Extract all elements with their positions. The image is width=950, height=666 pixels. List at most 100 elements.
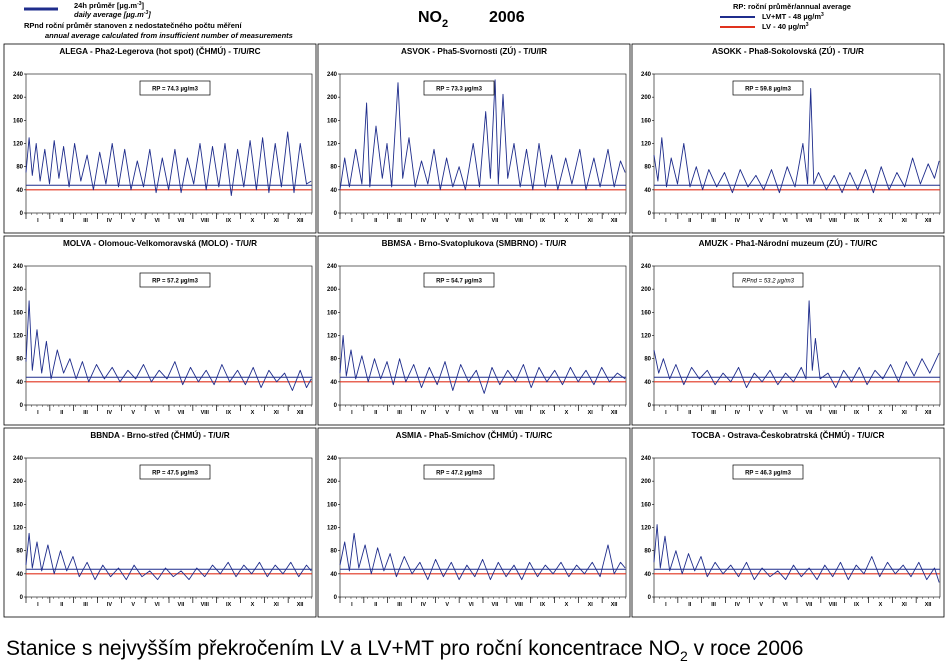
x-tick-label: III <box>83 410 88 416</box>
y-tick-label: 120 <box>641 142 652 148</box>
x-tick-label: V <box>445 602 449 608</box>
x-tick-label: I <box>37 218 39 224</box>
x-tick-label: VII <box>492 410 499 416</box>
x-tick-label: IV <box>107 218 113 224</box>
x-tick-label: IV <box>107 602 113 608</box>
x-tick-label: XI <box>902 602 908 608</box>
x-tick-label: VIII <box>829 218 838 224</box>
y-tick-label: 0 <box>334 403 338 409</box>
chart-panel: TOCBA - Ostrava-Českobratrská (ČHMÚ) - T… <box>631 427 945 618</box>
chart-panel: BBMSA - Brno-Svatoplukova (SMBRNO) - T/U… <box>317 235 631 426</box>
y-tick-label: 40 <box>330 188 337 194</box>
x-tick-label: XII <box>925 602 932 608</box>
annual-average-label: RP = 47.5 µg/m3 <box>152 471 199 477</box>
x-tick-label: VI <box>468 410 474 416</box>
x-tick-label: X <box>879 218 883 224</box>
annual-average-label: RPnd = 53.2 µg/m3 <box>742 279 795 285</box>
x-tick-label: VIII <box>201 602 210 608</box>
x-tick-label: III <box>397 410 402 416</box>
x-tick-label: X <box>565 410 569 416</box>
y-tick-label: 200 <box>13 287 24 293</box>
x-tick-label: XII <box>611 602 618 608</box>
y-tick-label: 240 <box>641 456 652 462</box>
x-tick-label: XI <box>588 602 594 608</box>
legend-daily-cz: 24h průměr [µg.m-3] <box>74 1 145 10</box>
x-tick-label: XI <box>902 218 908 224</box>
y-tick-label: 0 <box>20 595 24 601</box>
x-tick-label: V <box>131 410 135 416</box>
chart-panel: ALEGA - Pha2-Legerova (hot spot) (ČHMÚ) … <box>3 43 317 234</box>
chart-panels: ALEGA - Pha2-Legerova (hot spot) (ČHMÚ) … <box>3 43 945 618</box>
x-tick-label: I <box>665 410 667 416</box>
x-tick-label: I <box>351 602 353 608</box>
legend-lv: LV - 40 µg/m3 <box>762 22 809 31</box>
panel-title: ALEGA - Pha2-Legerova (hot spot) (ČHMÚ) … <box>59 45 260 56</box>
x-tick-label: X <box>565 602 569 608</box>
y-tick-label: 80 <box>644 165 651 171</box>
legend-rp: RP: roční průměr/annual average <box>733 2 851 11</box>
x-tick-label: IX <box>540 602 546 608</box>
y-tick-label: 120 <box>327 526 338 532</box>
y-tick-label: 160 <box>13 502 24 508</box>
annual-average-box <box>423 464 495 480</box>
annual-average-box <box>139 80 211 96</box>
panel-frame <box>3 43 317 234</box>
panel-frame <box>631 427 945 618</box>
x-tick-label: XI <box>588 218 594 224</box>
daily-average-series <box>25 131 312 197</box>
x-tick-label: V <box>445 218 449 224</box>
x-tick-label: XII <box>611 218 618 224</box>
annual-average-box <box>732 464 804 480</box>
x-tick-label: I <box>665 602 667 608</box>
y-tick-label: 40 <box>644 572 651 578</box>
x-tick-label: II <box>374 218 378 224</box>
y-tick-label: 80 <box>16 165 23 171</box>
x-tick-label: XI <box>274 218 280 224</box>
y-tick-label: 200 <box>641 287 652 293</box>
y-tick-label: 40 <box>16 572 23 578</box>
x-tick-label: VIII <box>515 410 524 416</box>
x-tick-label: VI <box>154 218 160 224</box>
header-legend-right: RP: roční průměr/annual average LV+MT - … <box>720 2 851 31</box>
x-tick-label: XI <box>274 602 280 608</box>
x-tick-label: X <box>251 410 255 416</box>
x-tick-label: IV <box>421 602 427 608</box>
y-tick-label: 0 <box>648 211 652 217</box>
x-tick-label: XII <box>297 410 304 416</box>
x-tick-label: V <box>759 218 763 224</box>
y-tick-label: 80 <box>330 165 337 171</box>
y-tick-label: 160 <box>327 310 338 316</box>
legend-rpnd-cz: RPnd roční průměr stanoven z nedostatečn… <box>24 21 242 30</box>
chart-panel: ASOKK - Pha8-Sokolovská (ZÚ) - T/U/R 0 40 8… <box>631 43 945 234</box>
panel-title: ASOKK - Pha8-Sokolovská (ZÚ) - T/U/R <box>712 45 864 56</box>
daily-average-series <box>653 524 940 583</box>
x-tick-label: IV <box>421 218 427 224</box>
x-tick-label: I <box>665 218 667 224</box>
y-tick-label: 40 <box>16 188 23 194</box>
legend-lvmt: LV+MT - 48 µg/m3 <box>762 12 824 21</box>
x-tick-label: IX <box>540 410 546 416</box>
daily-average-series <box>25 300 312 391</box>
y-tick-label: 80 <box>16 357 23 363</box>
daily-average-series <box>339 532 626 581</box>
annual-average-label: RP = 46.3 µg/m3 <box>745 471 792 477</box>
y-tick-label: 120 <box>327 334 338 340</box>
y-tick-label: 80 <box>16 549 23 555</box>
y-tick-label: 160 <box>641 310 652 316</box>
x-tick-label: VI <box>782 218 788 224</box>
x-tick-label: IV <box>421 410 427 416</box>
panel-title: BBNDA - Brno-střed (ČHMÚ) - T/U/R <box>90 429 229 440</box>
y-tick-label: 160 <box>641 502 652 508</box>
annual-average-label: RP = 73.3 µg/m3 <box>436 87 483 93</box>
y-tick-label: 0 <box>334 211 338 217</box>
y-tick-label: 0 <box>648 403 652 409</box>
y-tick-label: 160 <box>13 118 24 124</box>
y-tick-label: 80 <box>330 357 337 363</box>
chart-panel: AMUZK - Pha1-Národní muzeum (ZÚ) - T/U/R… <box>631 235 945 426</box>
y-tick-label: 240 <box>641 72 652 78</box>
x-tick-label: XII <box>297 602 304 608</box>
y-tick-label: 80 <box>644 549 651 555</box>
y-tick-label: 40 <box>644 188 651 194</box>
annual-average-box <box>423 272 495 288</box>
x-tick-label: IV <box>735 410 741 416</box>
